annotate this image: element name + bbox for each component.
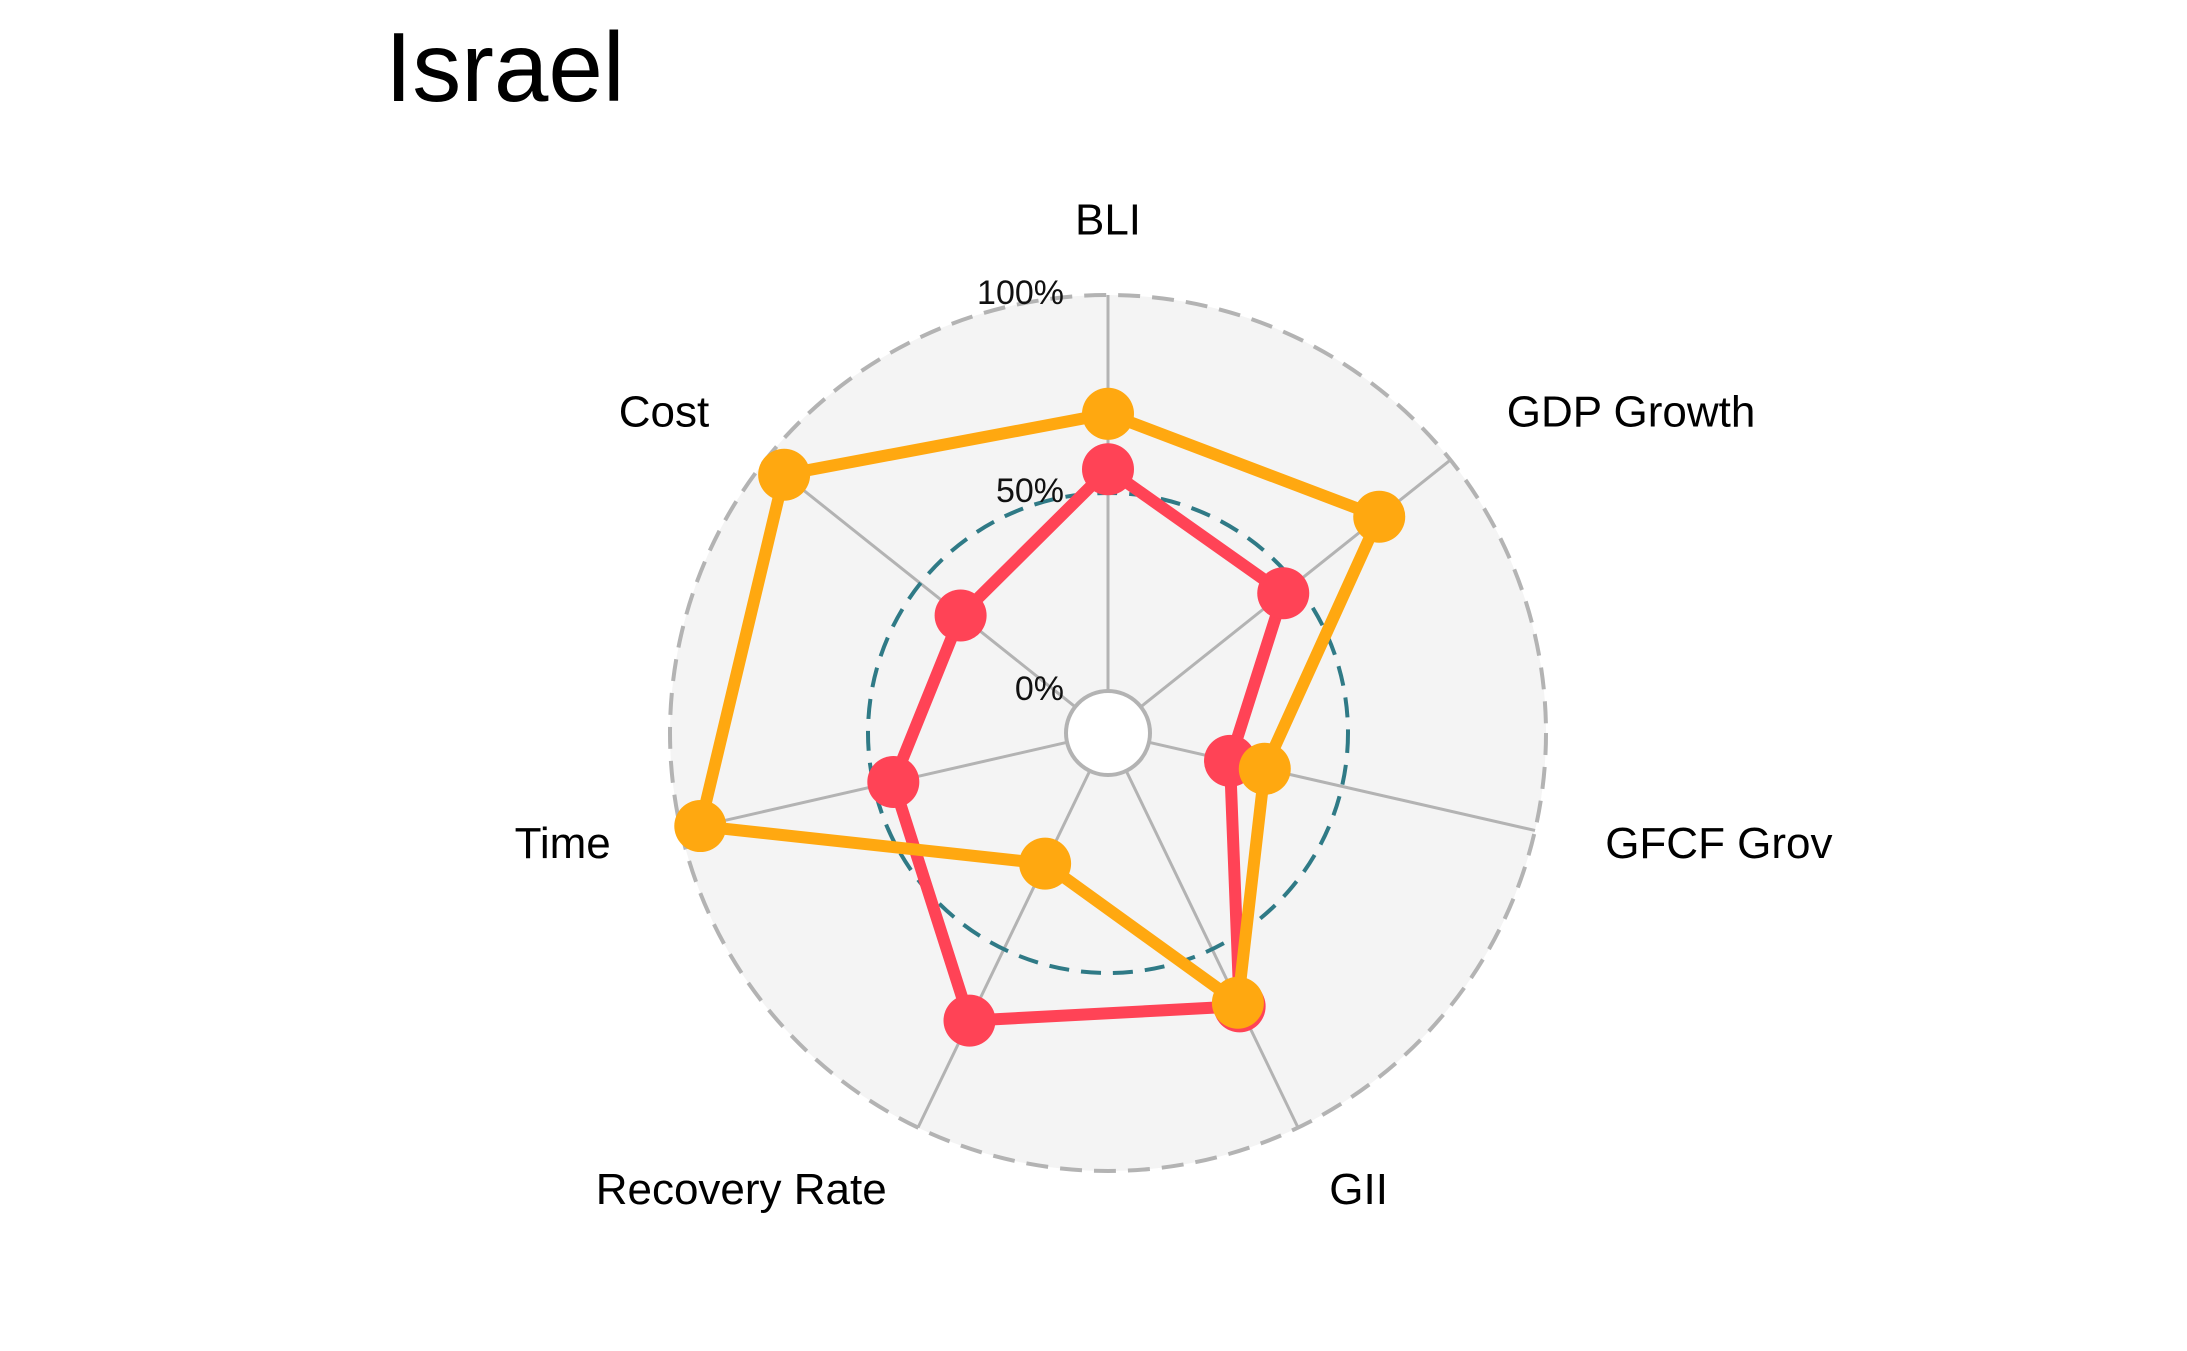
series-2-point-gfcf-growth (1238, 742, 1291, 795)
series-2-point-bli (1082, 387, 1134, 440)
series-2-point-time (674, 800, 727, 853)
axis-label-recovery-rate: Recovery Rate (596, 1165, 887, 1214)
tick-label-50: 50% (996, 472, 1064, 510)
tick-label-0: 0% (1015, 670, 1064, 708)
axis-label-gii: GII (1329, 1165, 1388, 1214)
series-2-point-recovery-rate (1019, 837, 1072, 890)
chart-title: Israel (385, 12, 625, 122)
axis-label-bli: BLI (1075, 196, 1141, 245)
series-1-line (887, 463, 1290, 1027)
radial-tick-labels: 0% 50% 100% (977, 274, 1064, 708)
series-1-point-time (867, 755, 920, 808)
axis-label-gfcf-growth: GFCF Grov (1605, 819, 1832, 868)
series-1-point-cost (934, 589, 987, 642)
series-2-line (694, 407, 1386, 1009)
axis-label-time: Time (515, 819, 611, 868)
series-layer (674, 387, 1406, 1047)
outer-circle-100 (668, 293, 1548, 1173)
axis-labels: BLI GDP Growth GFCF Grov GII Recovery Rate Ti… (515, 196, 1833, 1214)
series-2 (674, 387, 1406, 1029)
series-1-point-bli (1082, 443, 1134, 496)
inner-hole (1064, 689, 1152, 777)
axis-label-gdp-growth: GDP Growth (1507, 388, 1756, 437)
series-1-point-recovery-rate (943, 994, 996, 1047)
series-2-point-gdp-growth (1353, 490, 1406, 543)
series-2-point-cost (758, 448, 811, 501)
tick-label-100: 100% (977, 274, 1064, 312)
axis-label-cost: Cost (619, 388, 709, 437)
series-1-point-gdp-growth (1257, 567, 1310, 620)
series-2-point-gii (1211, 976, 1264, 1029)
